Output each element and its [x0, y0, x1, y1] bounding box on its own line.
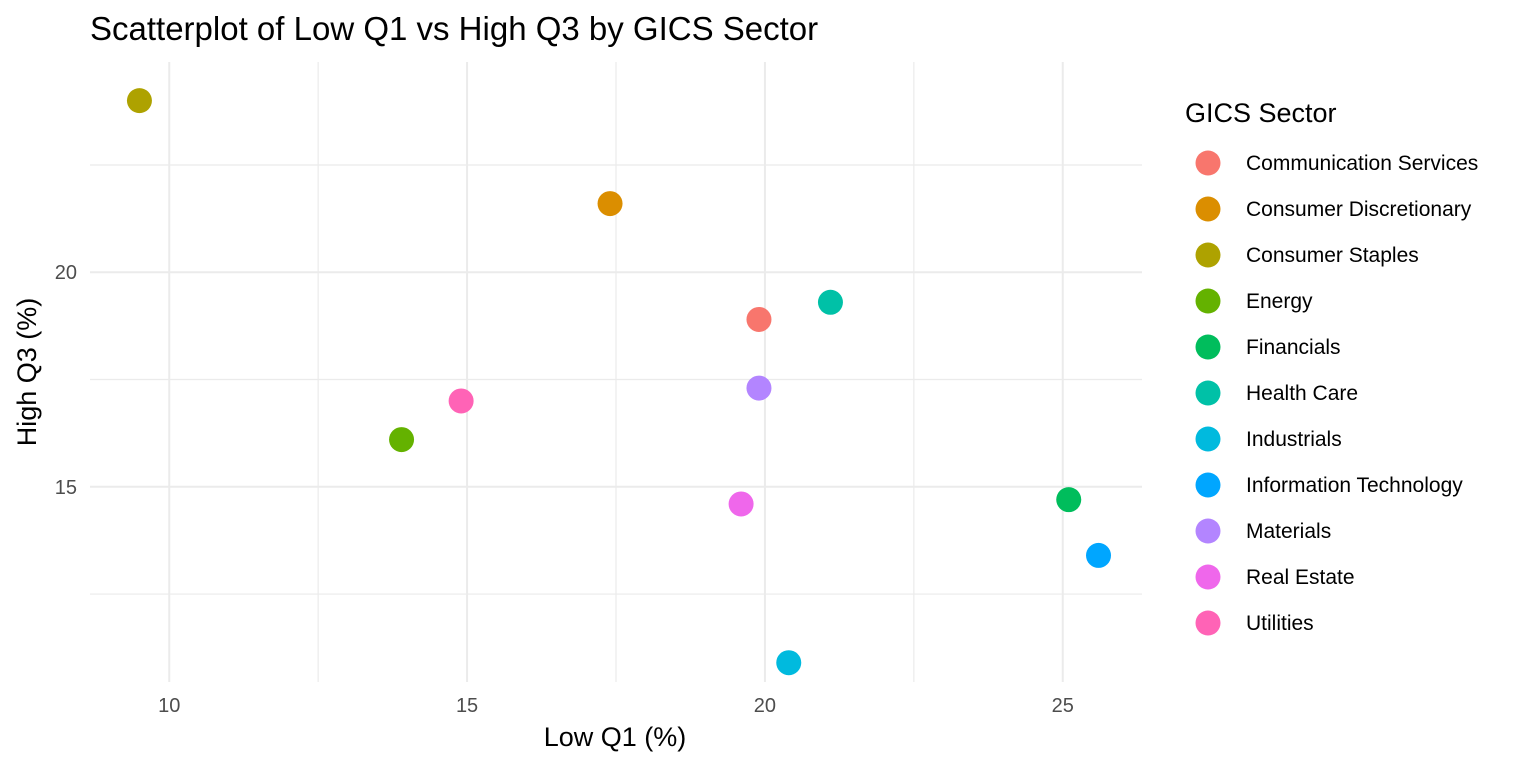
legend-key — [1195, 564, 1221, 590]
x-tick-label: 20 — [754, 695, 776, 717]
legend-key — [1195, 242, 1221, 268]
x-tick-label: 10 — [158, 695, 180, 717]
legend-title: GICS Sector — [1185, 98, 1337, 128]
legend-label: Consumer Discretionary — [1246, 198, 1472, 221]
data-point — [817, 289, 843, 315]
y-tick-label: 20 — [55, 262, 77, 284]
legend-key — [1195, 518, 1221, 544]
legend-items: Communication Services Consumer Discretio… — [1195, 150, 1478, 636]
legend-label: Utilities — [1246, 612, 1314, 635]
legend-key — [1195, 472, 1221, 498]
legend-label: Health Care — [1246, 382, 1358, 405]
data-point — [126, 88, 152, 114]
legend-key — [1195, 610, 1221, 636]
legend-label: Industrials — [1246, 428, 1342, 451]
legend-label: Communication Services — [1246, 152, 1478, 175]
legend-key — [1195, 150, 1221, 176]
data-point — [776, 650, 802, 676]
data-points — [126, 88, 1112, 676]
x-tick-label: 15 — [456, 695, 478, 717]
legend-label: Financials — [1246, 336, 1341, 359]
data-point — [1086, 542, 1112, 568]
data-point — [389, 427, 415, 453]
legend-label: Consumer Staples — [1246, 244, 1419, 267]
chart-title: Scatterplot of Low Q1 vs High Q3 by GICS… — [90, 10, 818, 47]
data-point — [728, 491, 754, 517]
legend-label: Real Estate — [1246, 566, 1355, 589]
data-point — [448, 388, 474, 414]
data-point — [1056, 487, 1082, 513]
y-tick-label: 15 — [55, 477, 77, 499]
legend-label: Materials — [1246, 520, 1331, 543]
data-point — [746, 306, 772, 332]
x-tick-label: 25 — [1052, 695, 1074, 717]
y-axis-title: High Q3 (%) — [12, 298, 42, 447]
legend-key — [1195, 426, 1221, 452]
x-axis-ticks: 10 15 20 25 — [158, 695, 1074, 717]
x-axis-title: Low Q1 (%) — [544, 722, 687, 752]
legend-key — [1195, 288, 1221, 314]
legend: GICS Sector Communication Services Consum… — [1185, 98, 1478, 636]
data-point — [746, 375, 772, 401]
legend-key — [1195, 380, 1221, 406]
plot-grid — [90, 62, 1142, 682]
legend-key — [1195, 196, 1221, 222]
data-point — [597, 191, 623, 217]
legend-key — [1195, 334, 1221, 360]
legend-label: Energy — [1246, 290, 1313, 313]
legend-label: Information Technology — [1246, 474, 1463, 497]
